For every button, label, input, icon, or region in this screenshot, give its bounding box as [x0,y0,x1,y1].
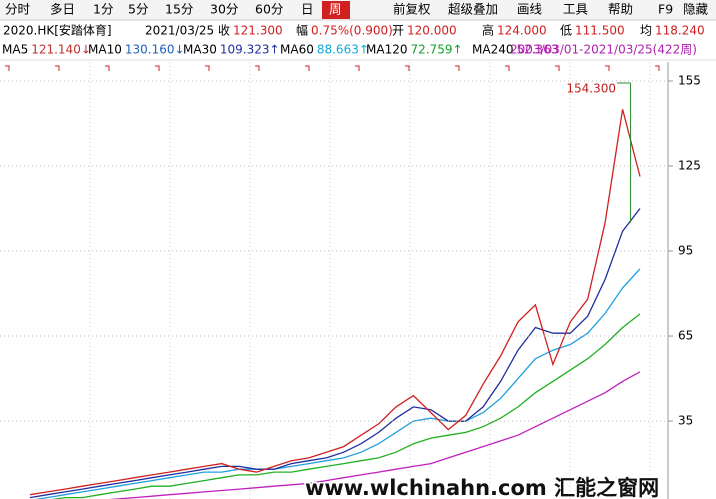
marker [105,65,110,71]
info-label: 均 [640,24,652,38]
ma-name: MA10 [88,43,122,57]
marker [405,65,410,71]
ma-value: 109.323↑ [220,43,280,57]
ma-value: 88.663↑ [317,43,369,57]
toolbar-button[interactable]: 隐藏 [683,2,709,17]
ma-name: MA30 [183,43,217,57]
toolbar-button[interactable]: 60分 [255,2,283,17]
marker [155,65,160,71]
date: 2021/03/25 [145,24,214,38]
toolbar-button[interactable]: 日 [301,2,314,17]
marker [605,65,610,71]
info-value: 120.000 [407,24,457,38]
y-tick-label: 155 [678,73,701,87]
toolbar-button[interactable]: 1分 [93,2,113,17]
marker [255,65,260,71]
y-tick-label: 125 [678,159,701,173]
toolbar-button[interactable]: 周 [329,2,342,17]
ma-value: 121.140↓ [31,43,91,57]
info-label: 开 [392,24,404,38]
marker [355,65,360,71]
marker [5,65,10,71]
marker [55,65,60,71]
marker [555,65,560,71]
ma-value: 72.759↑ [410,43,462,57]
toolbar-button[interactable]: 工具 [563,2,589,17]
info-value: 0.75%(0.900) [311,24,393,38]
series-line [29,208,641,499]
watermark: www.wlchinahn.com 汇能之窗网 [305,476,659,499]
toolbar-button[interactable]: 分时 [5,2,31,17]
toolbar-button[interactable]: 画线 [517,2,543,17]
ma-value: 52.363 [516,43,558,57]
info-value: 124.000 [497,24,547,38]
marker [305,65,310,71]
peak-label: 154.300 [566,81,616,95]
y-tick-label: 65 [678,329,693,343]
series-line [29,109,641,496]
series-line [52,313,641,499]
info-value: 118.240 [655,24,705,38]
toolbar-button[interactable]: 帮助 [608,2,633,17]
toolbar-button[interactable]: 30分 [210,2,238,17]
y-tick-label: 35 [678,414,693,428]
info-value: 111.500 [575,24,625,38]
info-value: 121.300 [233,24,283,38]
info-label: 低 [560,24,572,38]
y-tick-label: 95 [678,244,693,258]
marker [655,65,660,71]
ma-name: MA60 [280,43,314,57]
marker [505,65,510,71]
range: 2003/03/01-2021/03/25(422周) [510,43,697,57]
toolbar-button[interactable]: 前复权 [393,2,431,17]
selected-tab [322,1,350,19]
ma-value: 130.160↓ [125,43,185,57]
info-label: 高 [482,23,494,38]
marker [455,65,460,71]
stock-name: 2020.HK[安踏体育] [3,23,112,38]
ma-name: MA5 [2,43,28,57]
toolbar-button[interactable]: 5分 [128,2,148,17]
toolbar-button[interactable]: 超级叠加 [448,2,498,17]
series-line [34,268,641,499]
toolbar-button[interactable]: 15分 [165,2,193,17]
toolbar [0,0,716,20]
toolbar-button[interactable]: F9 [658,2,673,17]
toolbar-button[interactable]: 多日 [50,2,75,17]
marker [205,65,210,71]
info-label: 幅 [296,23,308,38]
ma-name: MA120 [366,43,407,57]
info-label: 收 [218,24,230,38]
ma-name: MA240 [472,43,513,57]
series-line [108,371,641,499]
